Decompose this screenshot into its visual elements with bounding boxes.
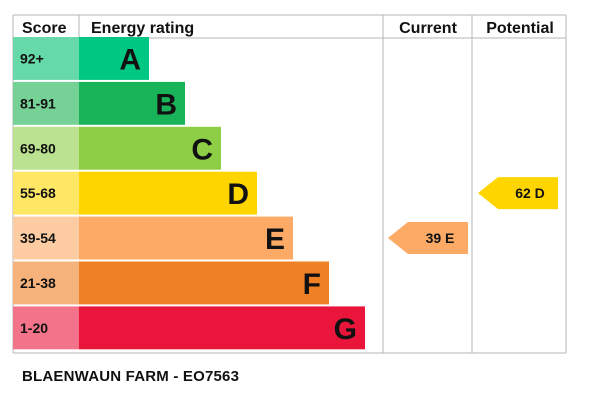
band-bar-f <box>79 261 329 305</box>
current-header: Current <box>399 20 457 37</box>
rating-bands: 92+ A 81-91 B 69-80 C 55-68 D 39-54 E 21-38 F 1-20 G <box>13 37 365 350</box>
potential-rating-value: 62 D <box>515 185 545 201</box>
score-cell-g <box>13 306 79 350</box>
potential-rating-arrow <box>478 177 558 210</box>
score-label-f: 21-38 <box>20 275 56 291</box>
score-label-c: 69-80 <box>20 140 56 156</box>
score-cell-b <box>13 81 79 125</box>
band-letter-c: C <box>191 133 213 166</box>
band-letter-d: D <box>227 178 249 211</box>
band-letter-b: B <box>155 88 177 121</box>
band-bar-c <box>79 126 221 170</box>
current-rating-arrow <box>388 222 468 255</box>
current-rating-value: 39 E <box>426 230 455 246</box>
score-cell-c <box>13 126 79 170</box>
score-label-d: 55-68 <box>20 185 56 201</box>
band-letter-f: F <box>303 268 321 301</box>
rating-indicators: 39 E 62 D <box>388 177 558 255</box>
score-cell-d <box>13 171 79 215</box>
score-label-g: 1-20 <box>20 320 48 336</box>
energy-rating-header: Energy rating <box>91 20 194 37</box>
property-reference: BLAENWAUN FARM - EO7563 <box>22 368 240 385</box>
score-header: Score <box>22 20 67 37</box>
chart-headers: Score Energy rating Current Potential <box>22 20 554 37</box>
potential-header: Potential <box>486 20 554 37</box>
band-letter-g: G <box>334 313 357 346</box>
score-cell-a <box>13 37 79 80</box>
band-bar-d <box>79 171 257 215</box>
score-cell-e <box>13 216 79 260</box>
score-label-b: 81-91 <box>20 95 56 111</box>
band-letter-a: A <box>119 43 141 76</box>
band-letter-e: E <box>265 223 285 256</box>
score-label-a: 92+ <box>20 50 44 66</box>
band-bar-a <box>79 37 149 80</box>
score-cell-f <box>13 261 79 305</box>
band-bar-g <box>79 306 365 350</box>
score-label-e: 39-54 <box>20 230 56 246</box>
band-bar-e <box>79 216 293 260</box>
band-bar-b <box>79 81 185 125</box>
